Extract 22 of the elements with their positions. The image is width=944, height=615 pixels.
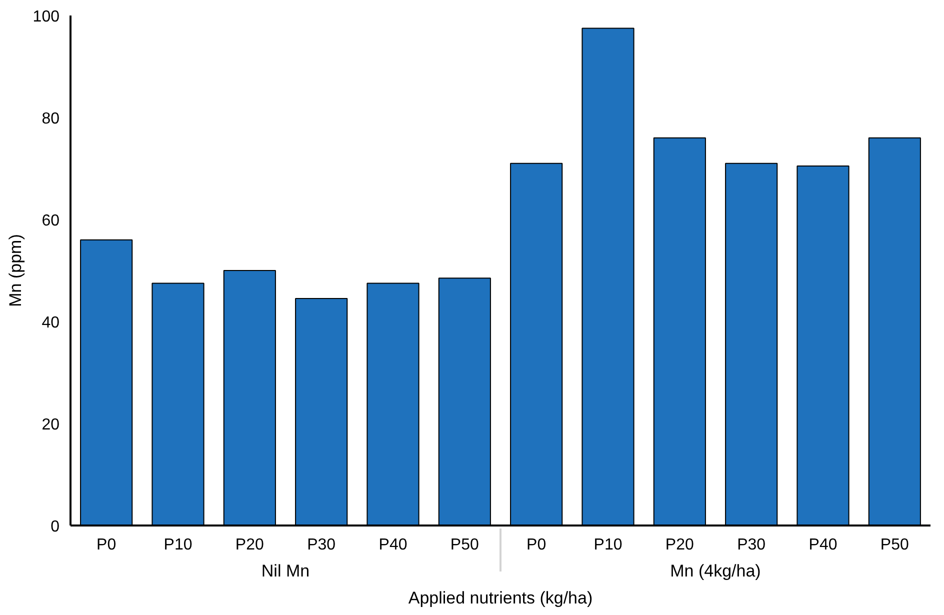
x-tick-label: P50 bbox=[880, 536, 910, 554]
x-tick-label: P0 bbox=[526, 536, 546, 554]
y-axis-title: Mn (ppm) bbox=[6, 234, 25, 307]
y-tick-label: 0 bbox=[50, 518, 60, 536]
text: Nil Mn bbox=[261, 562, 310, 580]
y-tick-label: 100 bbox=[32, 8, 60, 26]
x-tick-label: P10 bbox=[594, 536, 622, 554]
x-tick-label: P30 bbox=[737, 536, 766, 554]
y-tick-label: 20 bbox=[42, 416, 60, 434]
x-axis-title: Applied nutrients (kg/ha) bbox=[408, 588, 593, 608]
y-tick-label: 80 bbox=[42, 110, 60, 128]
x-tick-label: P50 bbox=[450, 536, 480, 554]
x-tick-label: P30 bbox=[307, 536, 336, 554]
x-tick-label: P40 bbox=[378, 536, 408, 554]
y-tick-label: 60 bbox=[42, 212, 60, 230]
x-tick-label: P10 bbox=[164, 536, 192, 554]
y-tick-label: 40 bbox=[42, 314, 60, 332]
x-tick-label: P0 bbox=[96, 536, 116, 554]
x-tick-label: P20 bbox=[665, 536, 694, 554]
x-tick-label: P40 bbox=[808, 536, 838, 554]
x-tick-label: P20 bbox=[235, 536, 264, 554]
text: Mn (4kg/ha) bbox=[670, 562, 761, 580]
